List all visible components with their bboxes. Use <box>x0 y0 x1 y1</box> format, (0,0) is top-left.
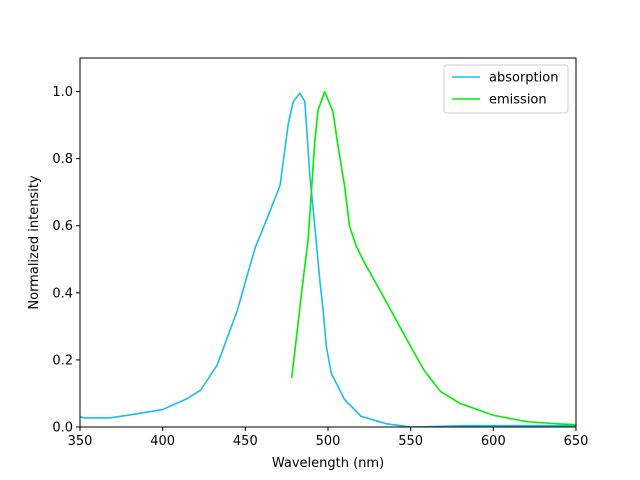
legend-label-emission: emission <box>489 93 547 108</box>
y-tick-label: 0.2 <box>52 353 73 368</box>
x-axis-ticks: 350 400 450 500 550 600 650 <box>68 427 589 449</box>
plot-lines <box>80 90 576 427</box>
x-axis-label: Wavelength (nm) <box>272 456 384 471</box>
x-tick-label: 400 <box>150 434 175 449</box>
x-tick-label: 600 <box>481 434 506 449</box>
x-tick-label: 450 <box>233 434 258 449</box>
y-axis-ticks: 0.0 0.2 0.4 0.6 0.8 1.0 <box>52 85 80 436</box>
x-tick-label: 650 <box>564 434 589 449</box>
y-tick-label: 1.0 <box>52 85 73 100</box>
y-axis-label: Normalized intensity <box>27 175 42 310</box>
series-line-absorption <box>80 92 576 427</box>
y-tick-label: 0.8 <box>52 152 73 167</box>
legend: absorption emission <box>443 64 569 114</box>
series-line-emission <box>290 90 576 426</box>
y-tick-label: 0.6 <box>52 219 73 234</box>
y-tick-label: 0.0 <box>52 421 73 436</box>
x-tick-label: 350 <box>68 434 93 449</box>
x-tick-label: 500 <box>316 434 341 449</box>
legend-label-absorption: absorption <box>489 71 558 86</box>
x-tick-label: 550 <box>398 434 423 449</box>
y-tick-label: 0.4 <box>52 286 73 301</box>
